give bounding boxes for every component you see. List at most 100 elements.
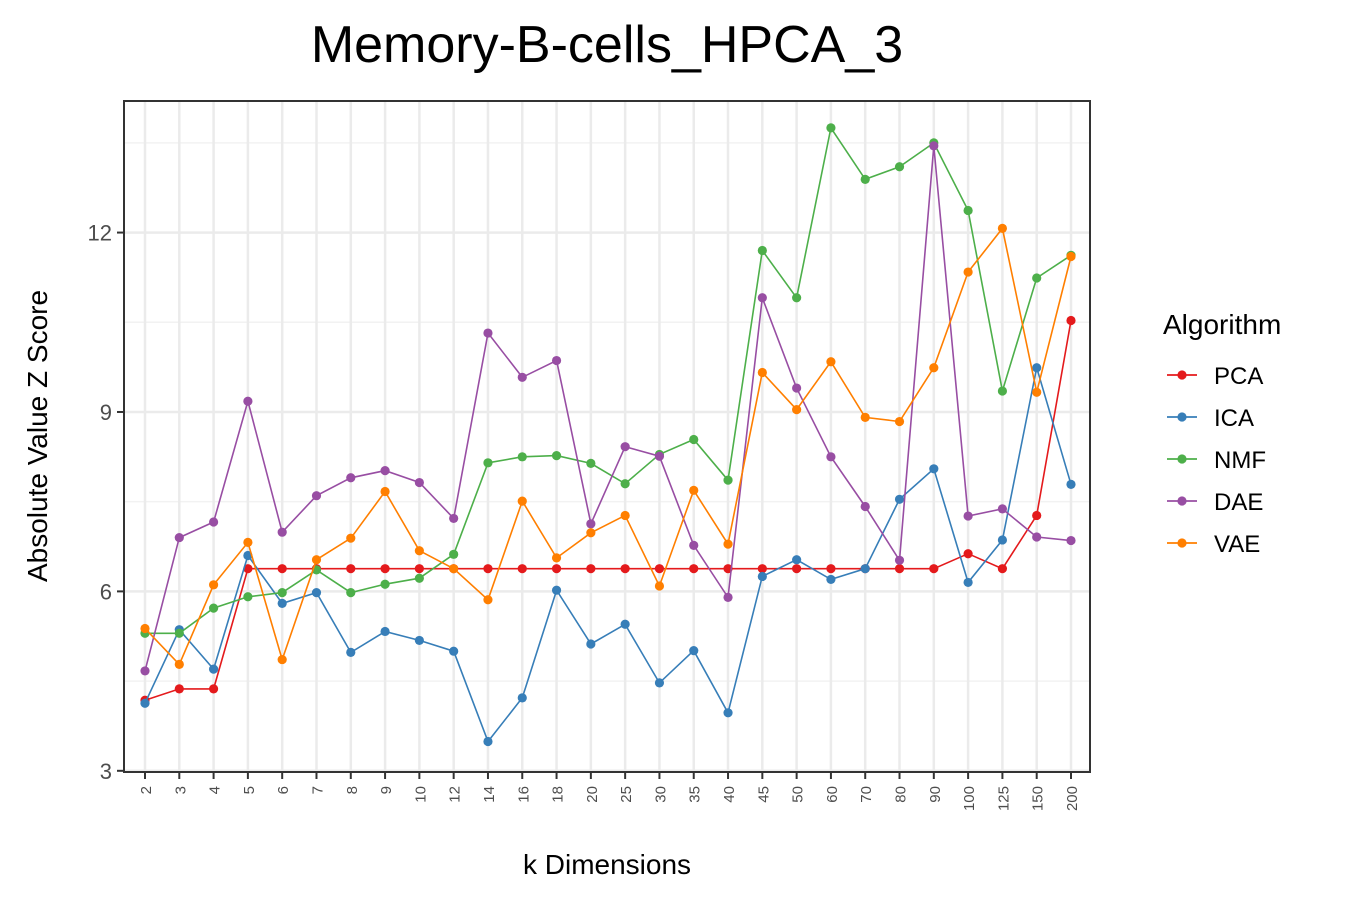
data-point-nmf: [517, 452, 527, 462]
data-point-ica: [792, 555, 802, 565]
legend-item-pca: PCA: [1167, 363, 1263, 390]
data-point-vae: [311, 555, 322, 565]
data-point-vae: [620, 510, 630, 521]
x-tick-label: 60: [824, 786, 841, 803]
data-point-pca: [689, 564, 699, 574]
data-point-dae: [1032, 532, 1042, 542]
data-point-pca: [1032, 510, 1042, 521]
data-point-ica: [551, 585, 562, 595]
data-point-ica: [723, 708, 733, 718]
data-point-nmf: [243, 592, 253, 602]
x-tick-label: 90: [927, 786, 944, 803]
data-point-nmf: [792, 293, 802, 303]
data-point-vae: [586, 528, 596, 538]
data-point-pca: [792, 564, 802, 574]
data-point-pca: [483, 564, 493, 574]
data-point-vae: [517, 496, 527, 506]
data-point-dae: [654, 451, 665, 461]
legend-key-point: [1177, 412, 1187, 422]
x-axis-title: k Dimensions: [523, 849, 691, 880]
data-point-pca: [929, 564, 939, 574]
x-tick-label: 50: [790, 786, 807, 803]
data-point-vae: [654, 581, 665, 591]
x-tick-label: 80: [893, 786, 910, 803]
data-point-dae: [311, 491, 322, 501]
data-point-ica: [620, 619, 630, 629]
x-tick-label: 100: [961, 786, 978, 811]
x-tick-label: 30: [652, 786, 669, 803]
data-point-ica: [654, 678, 665, 688]
legend-item-dae: DAE: [1167, 489, 1263, 516]
grid: [124, 101, 1090, 773]
data-point-pca: [654, 564, 665, 574]
data-point-ica: [483, 736, 493, 747]
data-point-dae: [449, 513, 459, 524]
data-point-ica: [689, 645, 699, 656]
data-point-ica: [277, 598, 287, 608]
data-point-pca: [277, 564, 287, 574]
data-point-ica: [311, 587, 322, 598]
data-point-nmf: [551, 451, 562, 461]
x-tick-label: 7: [309, 786, 326, 794]
data-point-vae: [140, 623, 150, 634]
data-point-pca: [997, 564, 1008, 574]
data-point-ica: [1032, 363, 1042, 373]
data-point-pca: [208, 684, 219, 694]
data-point-vae: [689, 485, 699, 495]
data-point-dae: [826, 452, 836, 462]
legend-item-ica: ICA: [1167, 405, 1254, 432]
data-point-pca: [586, 564, 596, 574]
legend-item-vae: VAE: [1167, 531, 1260, 558]
legend-key-point: [1177, 454, 1187, 464]
data-point-dae: [208, 517, 219, 527]
data-point-ica: [757, 571, 767, 582]
data-point-dae: [860, 501, 870, 512]
series-line-vae: [144, 226, 1072, 666]
x-tick-label: 40: [721, 786, 738, 803]
data-point-dae: [174, 532, 184, 543]
x-tick-label: 2: [138, 786, 155, 794]
data-point-nmf: [997, 386, 1008, 396]
data-point-ica: [1066, 479, 1076, 489]
data-point-ica: [243, 550, 253, 561]
data-point-dae: [483, 328, 493, 338]
data-point-vae: [551, 553, 562, 563]
data-point-ica: [140, 698, 150, 708]
series-vae: [140, 223, 1076, 669]
data-point-nmf: [860, 174, 870, 184]
data-point-vae: [277, 654, 287, 665]
legend: Algorithm PCA ICA NMF DAE VAE: [1163, 309, 1281, 558]
data-point-nmf: [586, 458, 596, 469]
data-point-pca: [963, 549, 973, 559]
y-tick-label: 3: [100, 759, 112, 784]
data-point-nmf: [826, 123, 836, 133]
x-axis: 2 3 4 5 6 7 8 9 10 12 14 16 18 20 25 30 35 40 45 50 60 70 80 90…: [138, 772, 1081, 811]
data-point-vae: [894, 416, 905, 427]
legend-key-point: [1177, 538, 1187, 548]
data-point-vae: [860, 412, 870, 422]
y-tick-label: 6: [100, 579, 112, 604]
series-line-pca: [144, 320, 1072, 701]
x-tick-label: 10: [412, 786, 429, 803]
data-point-dae: [346, 473, 356, 483]
data-point-pca: [894, 564, 905, 574]
data-point-nmf: [963, 205, 973, 216]
data-point-ica: [997, 535, 1008, 545]
series-nmf: [140, 123, 1076, 638]
legend-title: Algorithm: [1163, 309, 1281, 340]
plot-border: [123, 100, 1091, 773]
data-point-vae: [414, 546, 424, 556]
data-point-vae: [380, 486, 390, 497]
x-tick-label: 125: [995, 786, 1012, 811]
data-point-pca: [174, 684, 184, 694]
data-point-dae: [929, 141, 939, 151]
data-point-nmf: [174, 628, 184, 638]
data-point-nmf: [689, 434, 699, 445]
x-tick-label: 35: [687, 786, 704, 803]
series-line-nmf: [145, 125, 1072, 635]
data-point-vae: [963, 267, 973, 277]
data-point-nmf: [723, 475, 733, 485]
x-tick-label: 4: [207, 786, 224, 794]
data-point-dae: [894, 555, 905, 565]
data-point-nmf: [346, 587, 356, 598]
